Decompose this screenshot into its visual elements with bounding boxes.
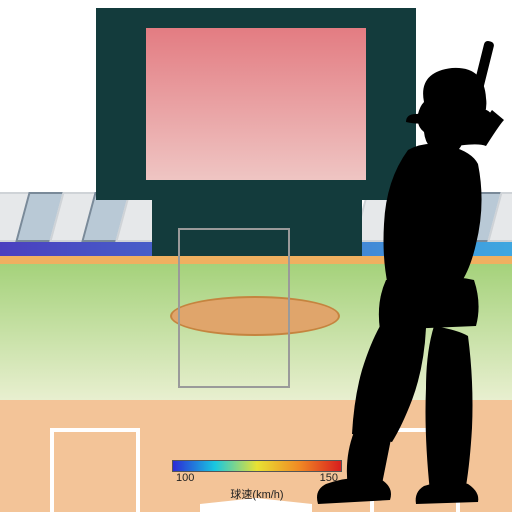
batter-silhouette: [296, 40, 512, 510]
baseball-scene: 100 150 球速(km/h): [0, 0, 512, 512]
speed-legend: 100 150 球速(km/h): [172, 460, 342, 500]
speed-legend-ticks: 100 150: [172, 472, 342, 484]
speed-legend-bar: [172, 460, 342, 472]
speed-legend-label: 球速(km/h): [172, 486, 342, 502]
legend-tick-min: 100: [176, 472, 194, 484]
legend-tick-max: 150: [320, 472, 338, 484]
strike-zone-box: [178, 228, 290, 388]
plate-line: [50, 428, 54, 512]
plate-line: [50, 428, 140, 432]
plate-line: [136, 428, 140, 512]
